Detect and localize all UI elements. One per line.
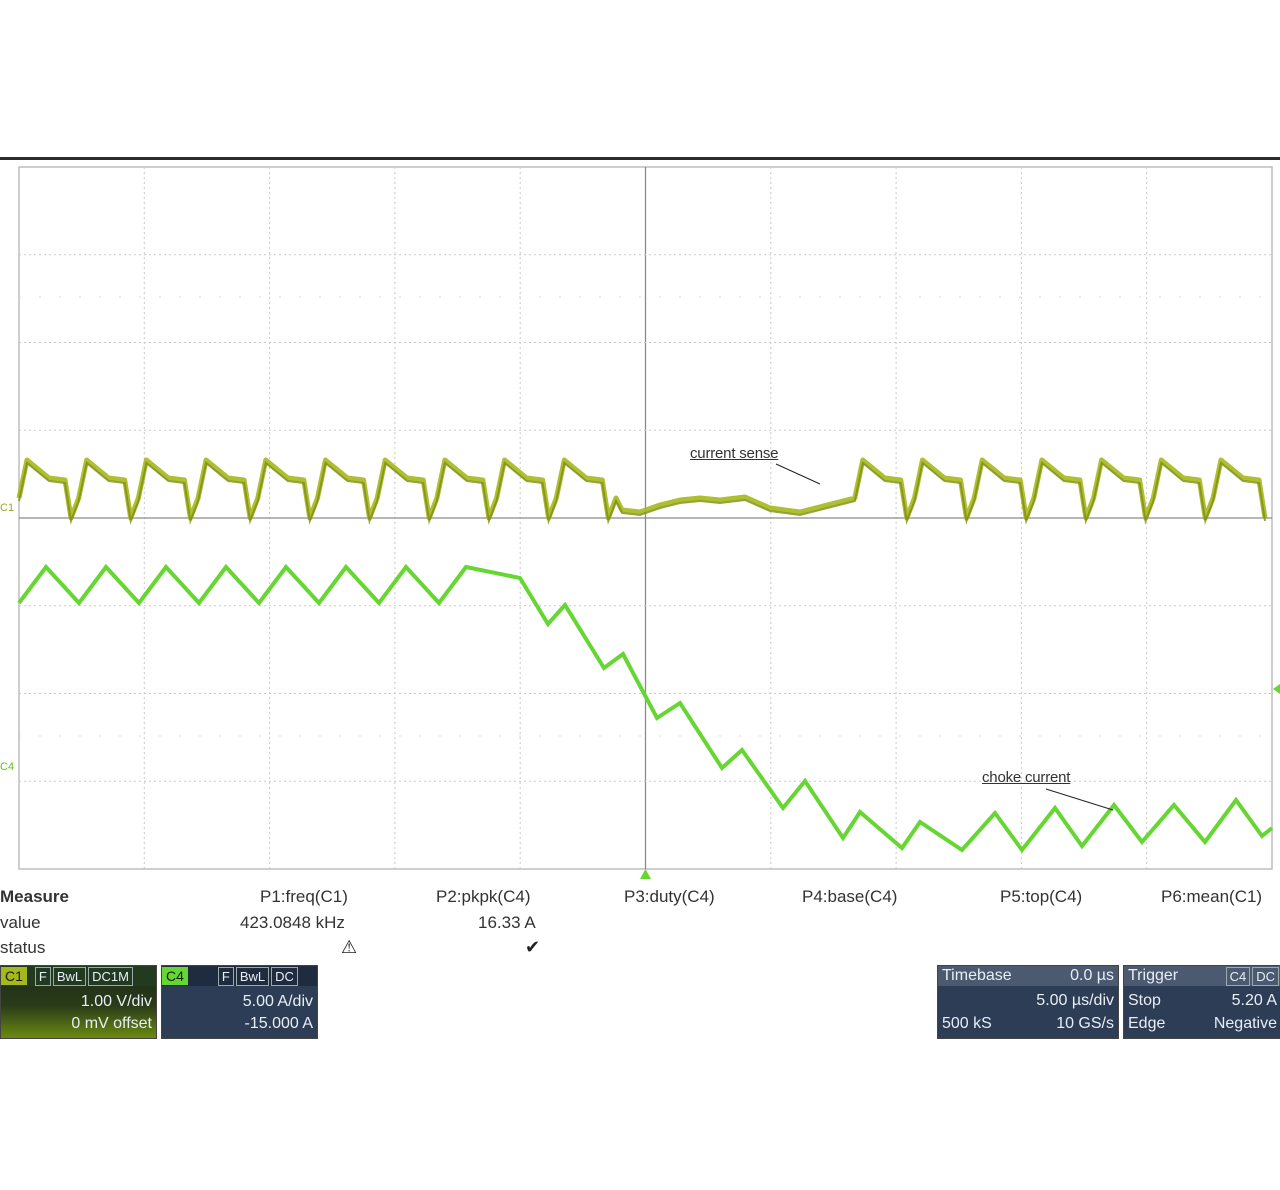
timebase-title: Timebase: [942, 967, 1012, 984]
timebase-scale: 5.00 µs/div: [1036, 992, 1114, 1009]
c1-descriptor-panel[interactable]: C1 F BwL DC1M 1.00 V/div 0 mV offset: [0, 965, 157, 1039]
timebase-rate: 10 GS/s: [1056, 1015, 1114, 1032]
trigger-source-badge: C4: [1225, 966, 1251, 986]
trigger-title: Trigger: [1128, 967, 1179, 984]
trigger-coupling: DC: [1252, 966, 1279, 986]
oscilloscope-grid[interactable]: [0, 160, 1280, 880]
trigger-panel[interactable]: Trigger C4 DC Stop 5.20 A Edge Negative: [1123, 965, 1280, 1039]
measure-title: Measure: [0, 887, 69, 906]
c1-marker[interactable]: C1: [0, 502, 15, 514]
c4-marker[interactable]: C4: [0, 761, 15, 773]
current-sense-label: current sense: [690, 445, 779, 462]
c1-offset: 0 mV offset: [71, 1015, 152, 1032]
timebase-delay: 0.0 µs: [1070, 967, 1114, 984]
check-icon: ✔: [525, 937, 541, 957]
trigger-slope: Negative: [1213, 1015, 1277, 1032]
c1-tag-bwl: BwL: [52, 966, 87, 986]
measure-status-label: status: [0, 938, 46, 957]
timebase-samples: 500 kS: [942, 1015, 992, 1032]
trigger-level: 5.20 A: [1231, 992, 1277, 1009]
trigger-mode: Stop: [1128, 992, 1161, 1009]
c1-current-sense-edge: [18, 461, 1266, 525]
trigger-type: Edge: [1128, 1015, 1166, 1032]
c4-tag-f: F: [217, 966, 234, 986]
measure-p5-header[interactable]: P5:top(C4): [1000, 887, 1083, 906]
c1-tag-dc1m: DC1M: [88, 966, 133, 986]
c1-scale: 1.00 V/div: [80, 993, 152, 1010]
top-border: [0, 157, 1280, 160]
c4-scale: 5.00 A/div: [242, 993, 313, 1010]
measure-p4-header[interactable]: P4:base(C4): [802, 887, 898, 906]
timebase-panel[interactable]: Timebase 0.0 µs 5.00 µs/div 500 kS 10 GS…: [937, 965, 1119, 1039]
measure-p2-header[interactable]: P2:pkpk(C4): [436, 887, 531, 906]
measure-value-label: value: [0, 913, 41, 932]
current-sense-leader: [775, 463, 821, 485]
choke-current-label: choke current: [982, 769, 1071, 786]
warning-icon: ⚠: [341, 937, 358, 957]
measure-p1-value: 423.0848 kHz: [240, 913, 345, 932]
trigger-position-marker: [640, 869, 651, 879]
c4-choke-current-trace: [17, 563, 1274, 854]
measure-p2-value: 16.33 A: [478, 913, 536, 932]
c1-badge: C1: [1, 967, 27, 985]
measure-p6-header[interactable]: P6:mean(C1): [1161, 887, 1263, 906]
c4-badge: C4: [162, 967, 188, 985]
c4-descriptor-panel[interactable]: C4 F BwL DC 5.00 A/div -15.000 A: [161, 965, 318, 1039]
choke-current-leader: [1045, 788, 1114, 811]
c4-offset: -15.000 A: [244, 1015, 314, 1032]
measure-p1-header[interactable]: P1:freq(C1): [260, 887, 348, 906]
waveform-traces: [16, 457, 1274, 854]
c4-tag-bwl: BwL: [235, 966, 270, 986]
trigger-level-marker: [1273, 684, 1280, 694]
c1-tag-f: F: [34, 966, 51, 986]
c4-tag-dc: DC: [271, 966, 298, 986]
measure-p3-header[interactable]: P3:duty(C4): [624, 887, 715, 906]
